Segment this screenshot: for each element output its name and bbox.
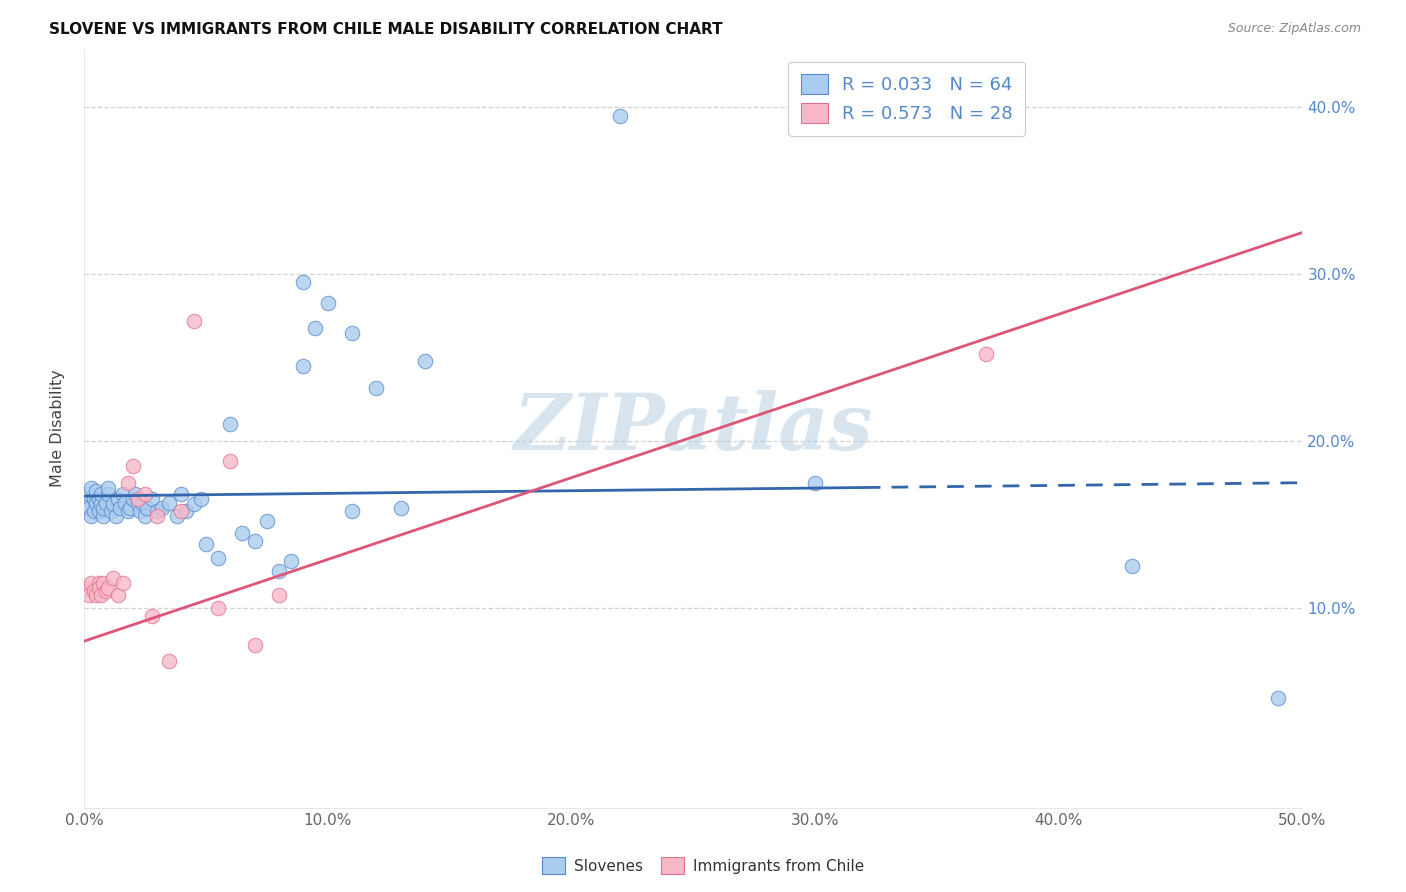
Point: [83, 504, 105, 518]
Point: [87, 492, 110, 507]
Point: [121, 492, 143, 507]
Text: Source: ZipAtlas.com: Source: ZipAtlas.com: [1227, 22, 1361, 36]
Point: [90, 497, 112, 511]
Point: [120, 500, 142, 515]
Point: [117, 475, 139, 490]
Point: [87, 581, 110, 595]
Legend: R = 0.033   N = 64, R = 0.573   N = 28: R = 0.033 N = 64, R = 0.573 N = 28: [787, 62, 1025, 136]
Point: [80, 509, 103, 524]
Point: [127, 492, 149, 507]
Point: [136, 500, 159, 515]
Point: [107, 587, 129, 601]
Point: [104, 509, 127, 524]
Point: [207, 550, 229, 565]
Point: [111, 487, 134, 501]
Point: [340, 326, 363, 340]
Point: [183, 497, 205, 511]
Point: [219, 454, 242, 468]
Point: [804, 475, 827, 490]
Point: [150, 500, 173, 515]
Point: [97, 487, 120, 501]
Point: [194, 537, 217, 551]
Point: [256, 514, 278, 528]
Point: [340, 504, 363, 518]
Point: [75, 496, 97, 510]
Point: [129, 504, 152, 518]
Text: ZIPatlas: ZIPatlas: [513, 390, 873, 467]
Point: [974, 347, 997, 361]
Point: [97, 481, 120, 495]
Point: [110, 500, 132, 515]
Point: [93, 509, 115, 524]
Point: [267, 587, 290, 601]
Point: [131, 496, 153, 510]
Point: [84, 587, 107, 601]
Point: [90, 587, 112, 601]
Point: [231, 525, 253, 540]
Point: [292, 359, 315, 373]
Point: [316, 295, 339, 310]
Point: [280, 554, 302, 568]
Point: [80, 481, 103, 495]
Point: [141, 492, 163, 507]
Point: [117, 504, 139, 518]
Text: SLOVENE VS IMMIGRANTS FROM CHILE MALE DISABILITY CORRELATION CHART: SLOVENE VS IMMIGRANTS FROM CHILE MALE DI…: [49, 22, 723, 37]
Point: [93, 575, 115, 590]
Point: [267, 564, 290, 578]
Point: [124, 487, 146, 501]
Point: [100, 504, 122, 518]
Point: [84, 496, 107, 510]
Point: [243, 638, 266, 652]
Point: [413, 354, 436, 368]
Legend: Slovenes, Immigrants from Chile: Slovenes, Immigrants from Chile: [536, 851, 870, 880]
Point: [87, 504, 110, 518]
Point: [190, 492, 212, 507]
Point: [94, 584, 117, 599]
Point: [121, 458, 143, 473]
Point: [157, 654, 180, 668]
Point: [94, 496, 117, 510]
Point: [304, 320, 326, 334]
Point: [107, 492, 129, 507]
Point: [609, 109, 631, 123]
Point: [389, 500, 412, 515]
Point: [80, 575, 103, 590]
Point: [170, 504, 193, 518]
Point: [292, 276, 315, 290]
Point: [83, 584, 105, 599]
Point: [77, 587, 100, 601]
Point: [174, 504, 197, 518]
Point: [170, 487, 193, 501]
Point: [166, 509, 188, 524]
Point: [77, 500, 100, 515]
Point: [1267, 690, 1289, 705]
Point: [219, 417, 242, 432]
Point: [146, 509, 169, 524]
Point: [83, 492, 105, 507]
Point: [101, 497, 124, 511]
Point: [75, 581, 97, 595]
Point: [90, 487, 112, 501]
Point: [97, 581, 120, 595]
Point: [243, 534, 266, 549]
Point: [87, 575, 110, 590]
Point: [111, 575, 134, 590]
Point: [183, 314, 205, 328]
Point: [141, 609, 163, 624]
Point: [157, 496, 180, 510]
Point: [77, 487, 100, 501]
Y-axis label: Male Disability: Male Disability: [51, 369, 65, 487]
Point: [366, 381, 388, 395]
Point: [84, 484, 107, 499]
Point: [127, 497, 149, 511]
Point: [93, 500, 115, 515]
Point: [134, 509, 156, 524]
Point: [134, 487, 156, 501]
Point: [1121, 559, 1143, 574]
Point: [146, 504, 169, 518]
Point: [101, 571, 124, 585]
Point: [207, 600, 229, 615]
Point: [114, 496, 136, 510]
